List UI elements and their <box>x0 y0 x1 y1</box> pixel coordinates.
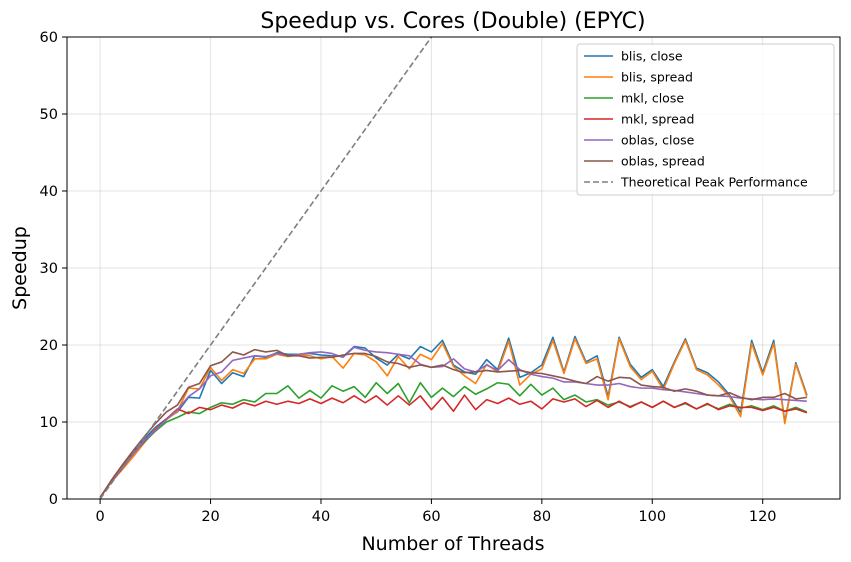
y-tick-label: 30 <box>40 261 58 277</box>
series-line-oblas-close <box>99 346 807 498</box>
x-tick-label: 100 <box>638 509 666 525</box>
y-axis: 0 10 20 30 40 50 60 <box>40 30 67 508</box>
y-tick-label: 60 <box>40 30 58 46</box>
legend: blis, close blis, spread mkl, close mkl, sp… <box>576 43 835 196</box>
y-tick-label: 50 <box>40 107 58 123</box>
series-line-mkl-spread <box>99 394 808 498</box>
legend-label: mkl, spread <box>621 112 694 127</box>
plot-area <box>99 37 808 499</box>
x-tick-label: 60 <box>422 509 440 525</box>
legend-label: blis, spread <box>621 70 693 85</box>
legend-label: Theoretical Peak Performance <box>620 175 808 190</box>
x-tick-label: 0 <box>96 509 105 525</box>
series-line-theoretical-peak-performance <box>99 37 433 499</box>
series-line-mkl-close <box>99 381 808 498</box>
chart-title: Speedup vs. Cores (Double) (EPYC) <box>260 9 645 34</box>
series-line-oblas-spread <box>99 348 807 498</box>
legend-label: oblas, close <box>621 133 695 148</box>
legend-label: oblas, spread <box>621 154 705 169</box>
legend-label: blis, close <box>621 49 683 64</box>
x-tick-label: 80 <box>533 509 551 525</box>
series-line-blis-close <box>99 335 808 498</box>
y-tick-label: 0 <box>49 492 58 508</box>
x-axis-label: Number of Threads <box>361 533 544 555</box>
legend-frame <box>576 43 835 196</box>
legend-label: mkl, close <box>621 91 684 106</box>
y-tick-label: 40 <box>40 184 58 200</box>
series-line-blis-spread <box>99 338 808 498</box>
y-axis-label: Speedup <box>9 226 31 310</box>
x-tick-label: 20 <box>201 509 219 525</box>
x-tick-label: 120 <box>749 509 777 525</box>
x-tick-label: 40 <box>312 509 330 525</box>
y-tick-label: 10 <box>40 415 58 431</box>
y-tick-label: 20 <box>40 338 58 354</box>
x-axis: 0 20 40 60 80 100 120 <box>96 499 777 525</box>
